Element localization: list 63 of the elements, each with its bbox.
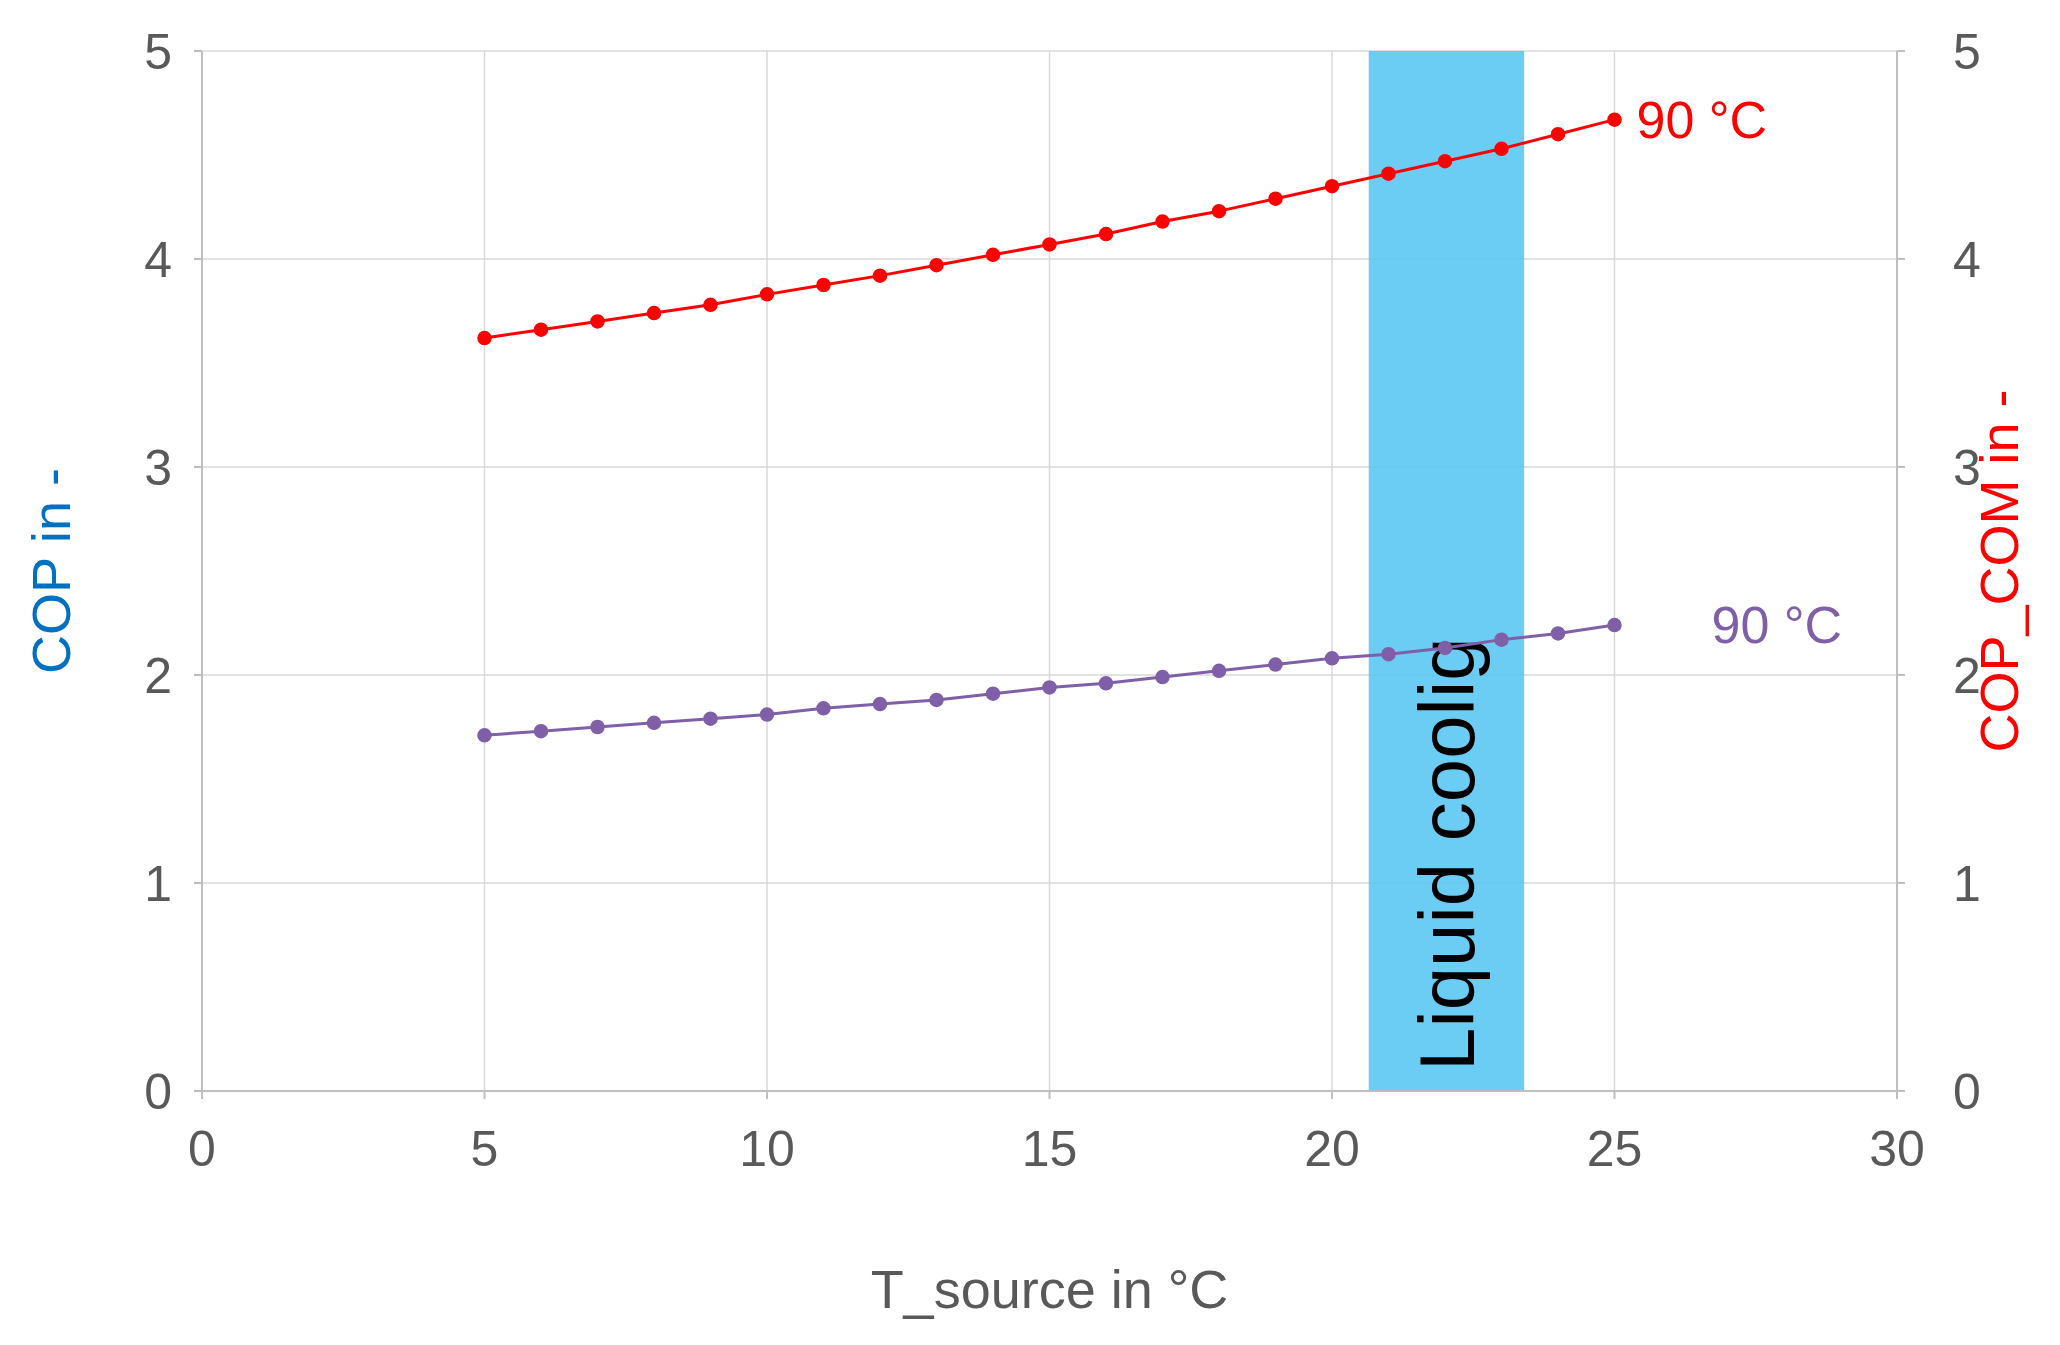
y2-tick-label: 4: [1953, 231, 1981, 288]
band-label: Liquid coolig: [1402, 637, 1491, 1071]
point: [1607, 112, 1622, 127]
point: [1381, 646, 1396, 662]
point: [1211, 663, 1227, 679]
point: [1098, 226, 1114, 242]
point: [1550, 626, 1566, 641]
point: [816, 277, 831, 293]
y-tick-label: 0: [144, 1063, 172, 1120]
point: [533, 723, 549, 739]
point: [1098, 676, 1114, 691]
point: [590, 719, 605, 735]
x-tick-label: 0: [188, 1121, 216, 1177]
y-tick-label: 2: [144, 647, 172, 704]
point: [477, 728, 492, 743]
y-tick-label: 1: [144, 855, 172, 912]
point: [1324, 178, 1340, 194]
x-tick-label: 20: [1304, 1121, 1360, 1177]
point: [1155, 669, 1170, 685]
y2-tick-label: 5: [1953, 23, 1981, 80]
point: [985, 247, 1001, 263]
point: [1437, 153, 1453, 169]
point: [759, 287, 775, 302]
point: [872, 696, 888, 712]
x-axis-title: T_source in °C: [870, 1259, 1229, 1319]
y2-tick-label: 1: [1953, 855, 1981, 912]
point: [1494, 632, 1509, 647]
y-tick-label: 5: [144, 23, 172, 80]
point: [759, 707, 775, 722]
y-tick-label: 4: [144, 231, 172, 288]
point: [1042, 680, 1057, 695]
point: [1155, 214, 1170, 229]
point: [477, 330, 492, 346]
x-tick-label: 15: [1021, 1121, 1078, 1177]
point: [1324, 651, 1340, 666]
point: [1211, 203, 1227, 219]
x-tick-label: 30: [1869, 1121, 1925, 1177]
point: [1494, 141, 1509, 157]
point: [985, 686, 1001, 701]
point: [646, 305, 662, 321]
point: [929, 692, 944, 708]
point: [872, 268, 888, 283]
point: [646, 715, 662, 731]
point: [590, 314, 605, 329]
point: [1550, 126, 1566, 142]
point: [533, 322, 549, 337]
x-tick-label: 25: [1586, 1121, 1643, 1177]
x-tick-label: 5: [470, 1121, 499, 1177]
point: [1607, 617, 1622, 633]
point: [1268, 657, 1283, 672]
point: [1268, 191, 1283, 206]
y-tick-label: 3: [144, 439, 172, 496]
y-axis-title: COP in -: [21, 467, 81, 675]
series-label: 90 °C: [1711, 596, 1843, 655]
point: [816, 701, 831, 716]
point: [703, 711, 718, 726]
x-tick-label: 10: [739, 1121, 795, 1177]
point: [929, 257, 944, 273]
point: [703, 297, 718, 313]
point: [1042, 237, 1057, 252]
series-label: 90 °C: [1636, 90, 1768, 149]
y2-tick-label: 0: [1953, 1063, 1981, 1120]
point: [1381, 166, 1396, 181]
